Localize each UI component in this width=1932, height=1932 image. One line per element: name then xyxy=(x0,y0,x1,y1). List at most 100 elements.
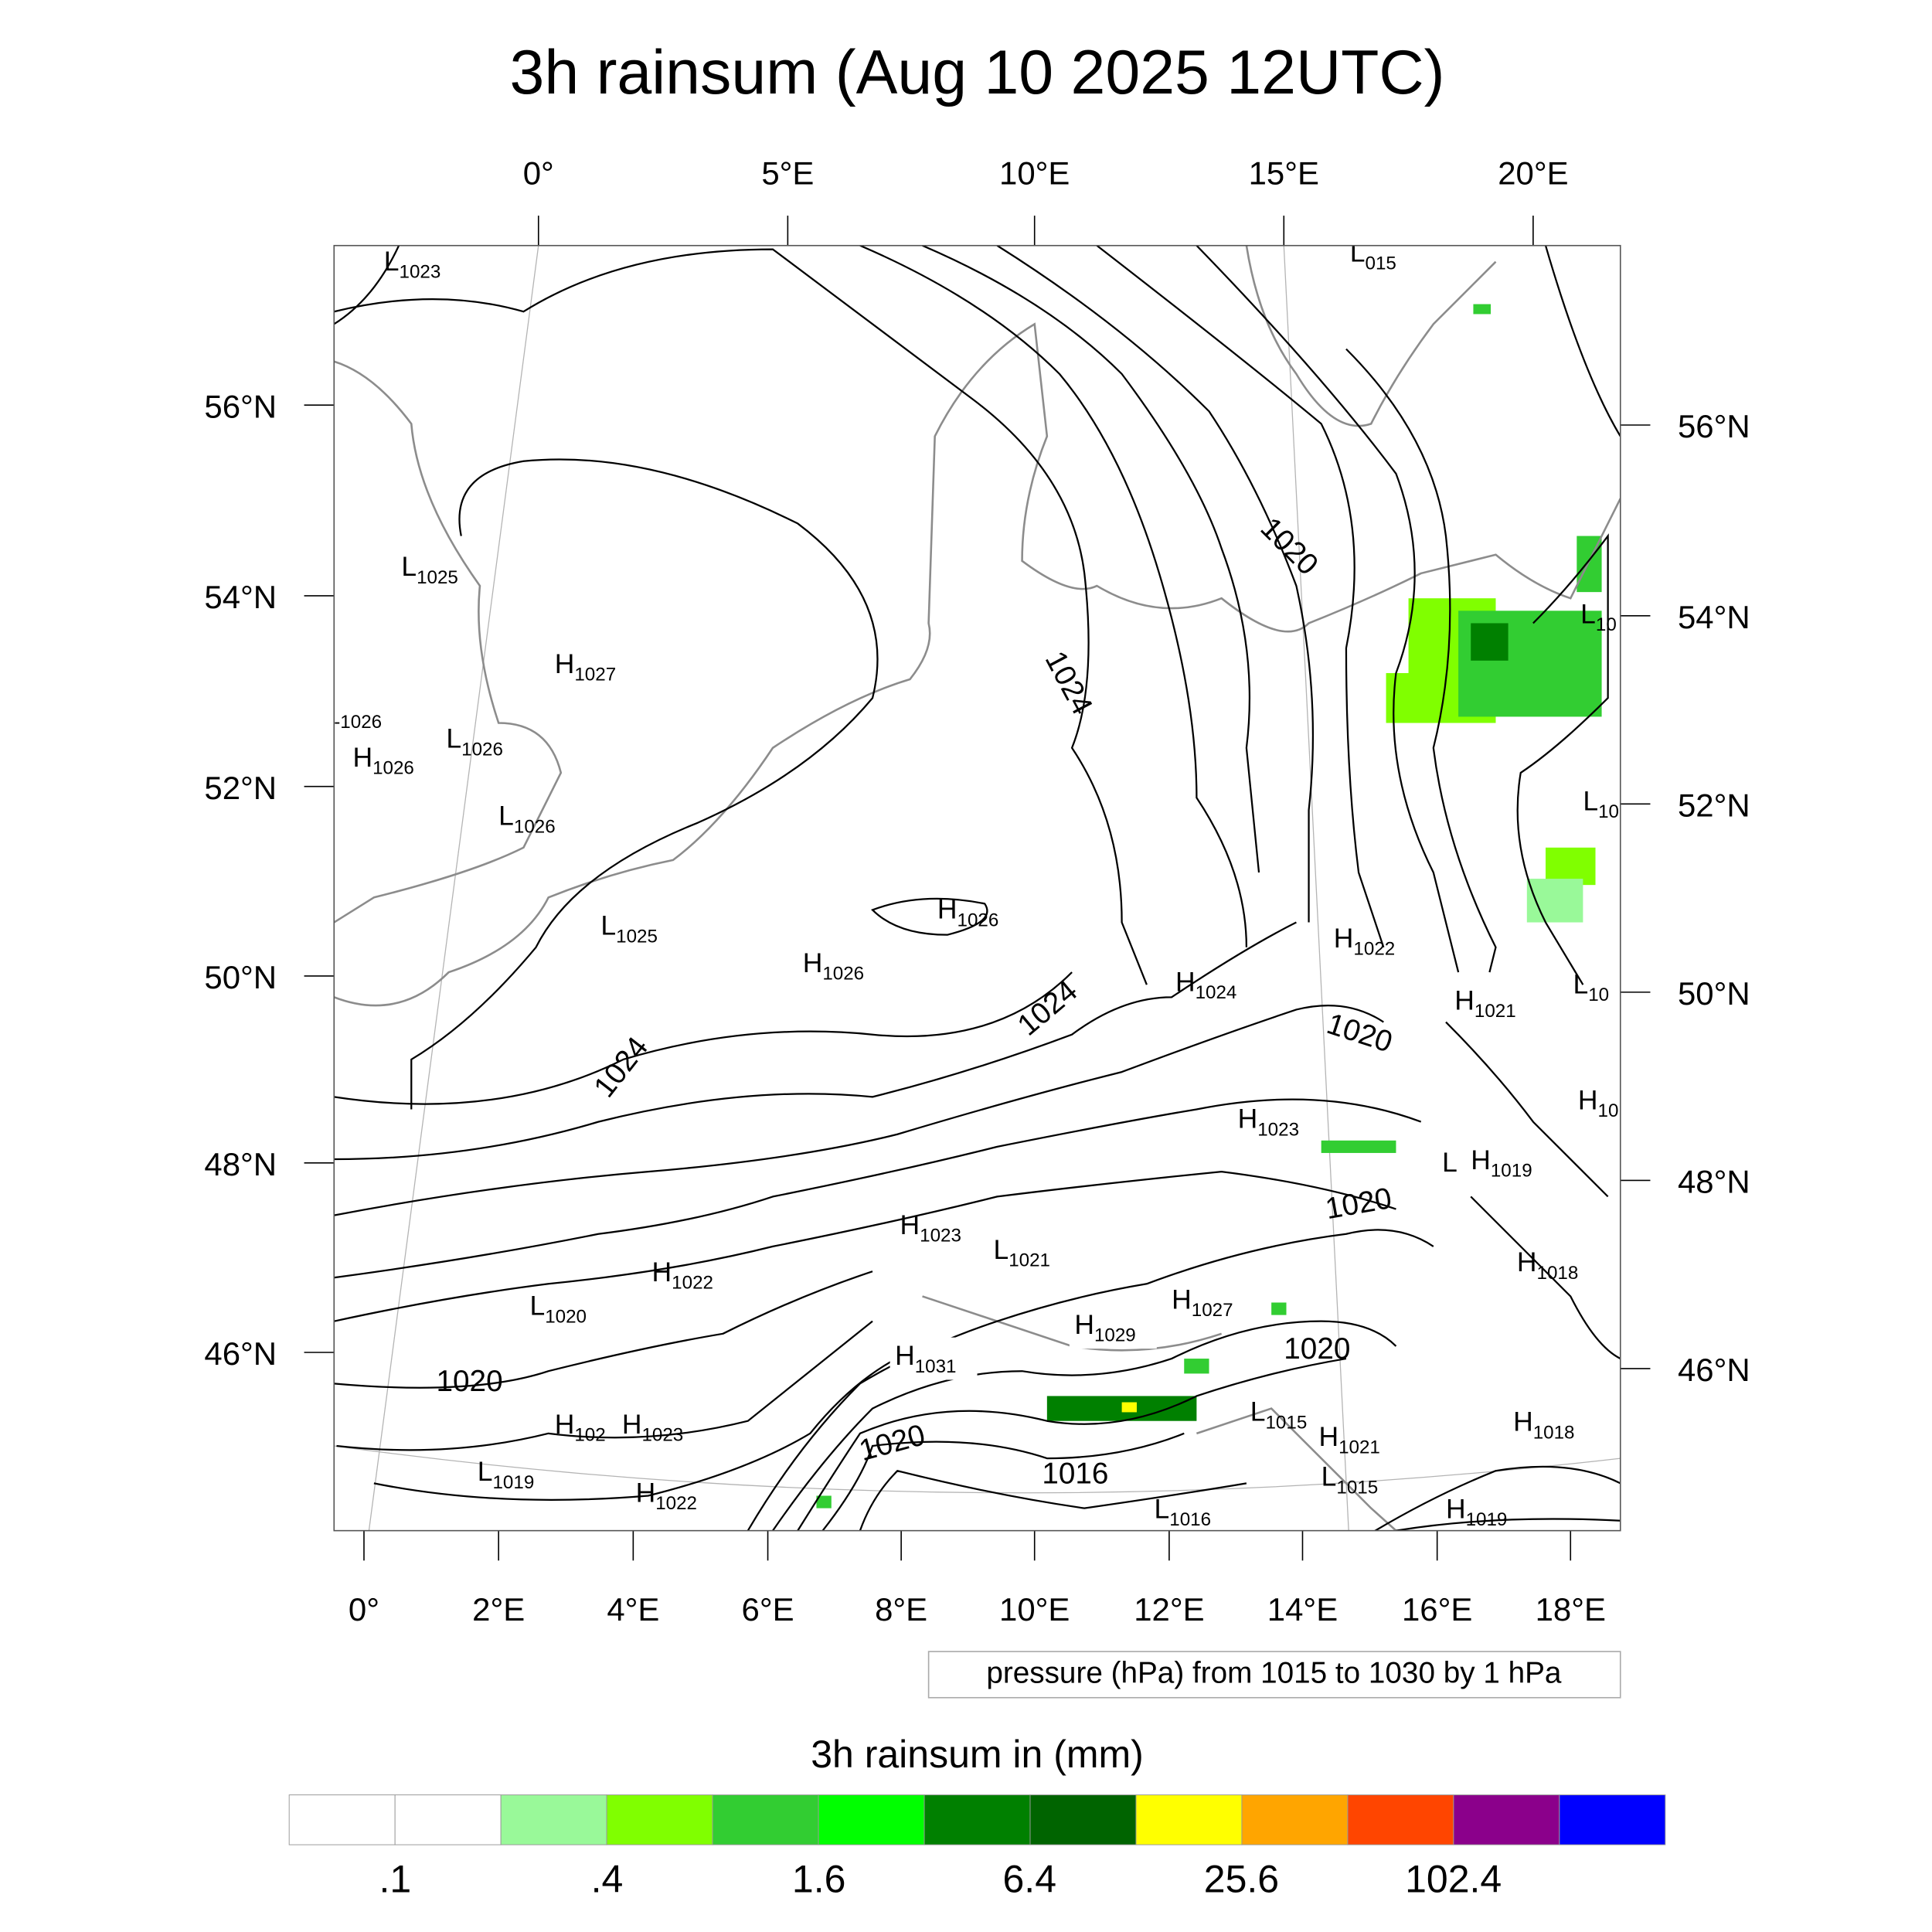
pressure-center-label: L1025 xyxy=(600,910,658,947)
colorbar-title: 3h rainsum in (mm) xyxy=(811,1733,1144,1776)
pressure-center-label: L10 xyxy=(1580,598,1617,635)
pressure-center-label: H102 xyxy=(555,1409,606,1446)
pressure-center-label: -1026 xyxy=(334,712,382,733)
colorbar-box xyxy=(712,1794,819,1845)
pressure-center-label: H1019 xyxy=(1471,1145,1532,1182)
colorbar-box xyxy=(923,1794,1031,1845)
pressure-center-label: H1026 xyxy=(803,947,864,985)
pressure-center-label: H1029 xyxy=(1074,1309,1135,1346)
contour-legend-box xyxy=(927,1651,1621,1699)
pressure-center-label: L1026 xyxy=(446,723,503,760)
isobar-contours xyxy=(334,245,1621,1531)
right-lat-label: 52°N xyxy=(1678,787,1750,823)
colorbar-box xyxy=(1135,1794,1243,1845)
meridian-line xyxy=(368,245,539,1531)
pressure-center-label: H1023 xyxy=(1238,1104,1299,1141)
isobar-label: 1016 xyxy=(1042,1457,1108,1490)
colorbar-label: 1.6 xyxy=(792,1857,846,1900)
pressure-center-label: H1026 xyxy=(352,742,413,779)
top-lon-label: 5°E xyxy=(761,155,814,192)
top-lon-label: 10°E xyxy=(999,155,1070,192)
meridian-line xyxy=(1283,245,1349,1531)
pressure-center-label: L1019 xyxy=(478,1456,535,1493)
map-frame xyxy=(333,244,1621,1532)
pressure-center-label: L015 xyxy=(1350,237,1396,274)
pressure-center-label: H1021 xyxy=(1318,1421,1379,1458)
left-lat-label: 54°N xyxy=(204,579,277,615)
colorbar-label: 25.6 xyxy=(1204,1857,1279,1900)
pressure-center-label: L1016 xyxy=(1155,1494,1212,1531)
pressure-center-label: H1027 xyxy=(1172,1284,1233,1321)
pressure-centers: L1023 L015 L1025 H1027 -1026 H1026 L1026… xyxy=(334,237,1619,1531)
pressure-center-label: L1023 xyxy=(384,246,441,283)
left-lat-label: 52°N xyxy=(204,770,277,806)
bottom-lon-label: 4°E xyxy=(607,1591,659,1628)
bottom-lon-label: 12°E xyxy=(1134,1591,1204,1628)
pressure-center-label: H1026 xyxy=(937,894,998,931)
left-lat-label: 46°N xyxy=(204,1335,277,1372)
pressure-center-label: H1024 xyxy=(1175,966,1236,1003)
contour-legend-text: pressure (hPa) from 1015 to 1030 by 1 hP… xyxy=(986,1656,1562,1689)
pressure-center-label: H1021 xyxy=(1454,985,1515,1022)
colorbar-box xyxy=(606,1794,713,1845)
pressure-center-label: L1021 xyxy=(993,1234,1050,1271)
bottom-lon-label: 18°E xyxy=(1536,1591,1606,1628)
pressure-center-label: L10 xyxy=(1583,785,1619,822)
pressure-center-label: L1026 xyxy=(498,801,556,838)
colorbar-label: .4 xyxy=(591,1857,624,1900)
parallel-line xyxy=(334,1445,1621,1494)
left-lat-label: 50°N xyxy=(204,959,277,995)
pressure-center-label: H1022 xyxy=(636,1478,697,1515)
pressure-center-label: H1023 xyxy=(900,1209,961,1247)
colorbar-box xyxy=(288,1794,396,1845)
pressure-center-label: H1018 xyxy=(1517,1247,1578,1284)
top-lon-label: 0° xyxy=(523,155,554,192)
bottom-lon-label: 6°E xyxy=(742,1591,794,1628)
right-lat-label: 46°N xyxy=(1678,1352,1750,1388)
colorbar-box xyxy=(818,1794,925,1845)
pressure-center-label: L10 xyxy=(1573,968,1609,1005)
pressure-center-label: H1022 xyxy=(652,1257,713,1294)
colorbar xyxy=(288,1794,1666,1845)
right-lat-label: 48°N xyxy=(1678,1164,1750,1200)
pressure-center-label: H10 xyxy=(1578,1084,1619,1121)
bottom-lon-label: 0° xyxy=(349,1591,379,1628)
pressure-center-label: L1025 xyxy=(401,551,458,588)
left-lat-label: 56°N xyxy=(204,388,277,424)
colorbar-box xyxy=(1029,1794,1137,1845)
top-lon-label: 20°E xyxy=(1498,155,1568,192)
right-lat-label: 50°N xyxy=(1678,975,1750,1012)
bottom-lon-label: 8°E xyxy=(875,1591,927,1628)
colorbar-box xyxy=(1347,1794,1454,1845)
top-lon-label: 15°E xyxy=(1249,155,1319,192)
colorbar-box xyxy=(500,1794,607,1845)
pressure-center-label: L1020 xyxy=(529,1291,587,1328)
left-lat-label: 48°N xyxy=(204,1146,277,1182)
pressure-center-label: H1023 xyxy=(622,1409,683,1446)
pressure-center-label: H1019 xyxy=(1446,1494,1507,1531)
right-lat-label: 56°N xyxy=(1678,408,1750,444)
pressure-center-label: L1015 xyxy=(1250,1396,1308,1434)
rain-field xyxy=(816,304,1602,1509)
pressure-center-label: H1027 xyxy=(555,648,616,685)
colorbar-box xyxy=(1453,1794,1560,1845)
bottom-lon-label: 14°E xyxy=(1267,1591,1338,1628)
bottom-lon-label: 2°E xyxy=(472,1591,525,1628)
isobar-label: 1020 xyxy=(437,1365,503,1398)
right-lat-label: 54°N xyxy=(1678,599,1750,635)
colorbar-label: 6.4 xyxy=(1003,1857,1057,1900)
left-latitude-ticks xyxy=(304,404,335,1353)
pressure-center-label: H1022 xyxy=(1334,923,1395,960)
colorbar-box xyxy=(1559,1794,1666,1845)
bottom-lon-label: 16°E xyxy=(1402,1591,1472,1628)
figure-title: 3h rainsum (Aug 10 2025 12UTC) xyxy=(510,38,1445,107)
colorbar-label: 102.4 xyxy=(1405,1857,1502,1900)
pressure-center-label: H1031 xyxy=(895,1340,956,1377)
top-longitude-ticks xyxy=(537,216,1534,246)
colorbar-label: .1 xyxy=(379,1857,411,1900)
bottom-longitude-ticks xyxy=(363,1530,1572,1561)
colorbar-box xyxy=(1241,1794,1349,1845)
pressure-center-label: L1015 xyxy=(1321,1461,1379,1498)
bottom-lon-label: 10°E xyxy=(999,1591,1070,1628)
